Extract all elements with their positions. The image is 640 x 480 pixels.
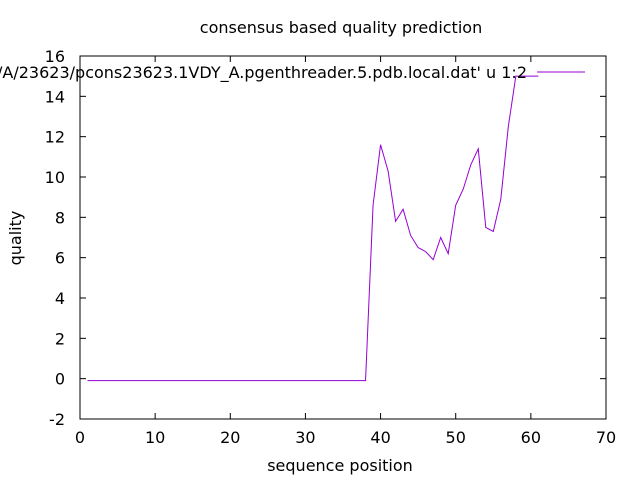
x-tick-label: 60 (521, 428, 541, 447)
axis-ticks (79, 55, 607, 420)
series-line-0 (87, 75, 539, 382)
x-tick-label: 40 (370, 428, 390, 447)
chart-title: consensus based quality prediction (200, 18, 482, 37)
y-tick-label: 8 (55, 208, 65, 227)
series-layer (87, 75, 539, 382)
x-tick-label: 10 (145, 428, 165, 447)
plot-frame (79, 55, 607, 420)
x-tick-label: 20 (220, 428, 240, 447)
tick-labels: 0 10 20 30 40 50 60 70 -2 0 2 4 6 8 10 12 14 16 (45, 47, 617, 447)
x-tick-label: 0 (75, 428, 85, 447)
legend: '/A/23623/pcons23623.1VDY_A.pgenthreader… (0, 63, 585, 83)
y-tick-label: 6 (55, 249, 65, 268)
y-tick-label: 10 (45, 168, 65, 187)
x-tick-label: 50 (446, 428, 466, 447)
y-tick-label: 14 (45, 87, 65, 106)
legend-entry-label: '/A/23623/pcons23623.1VDY_A.pgenthreader… (0, 63, 527, 83)
x-tick-label: 30 (295, 428, 315, 447)
y-tick-label: 0 (55, 370, 65, 389)
y-tick-label: 4 (55, 289, 65, 308)
y-tick-label: 16 (45, 47, 65, 66)
x-tick-label: 70 (596, 428, 616, 447)
y-axis-label: quality (6, 211, 25, 266)
y-tick-label: 12 (45, 128, 65, 147)
x-axis-label: sequence position (267, 456, 413, 475)
y-tick-label: 2 (55, 329, 65, 348)
y-tick-label: -2 (49, 410, 65, 429)
